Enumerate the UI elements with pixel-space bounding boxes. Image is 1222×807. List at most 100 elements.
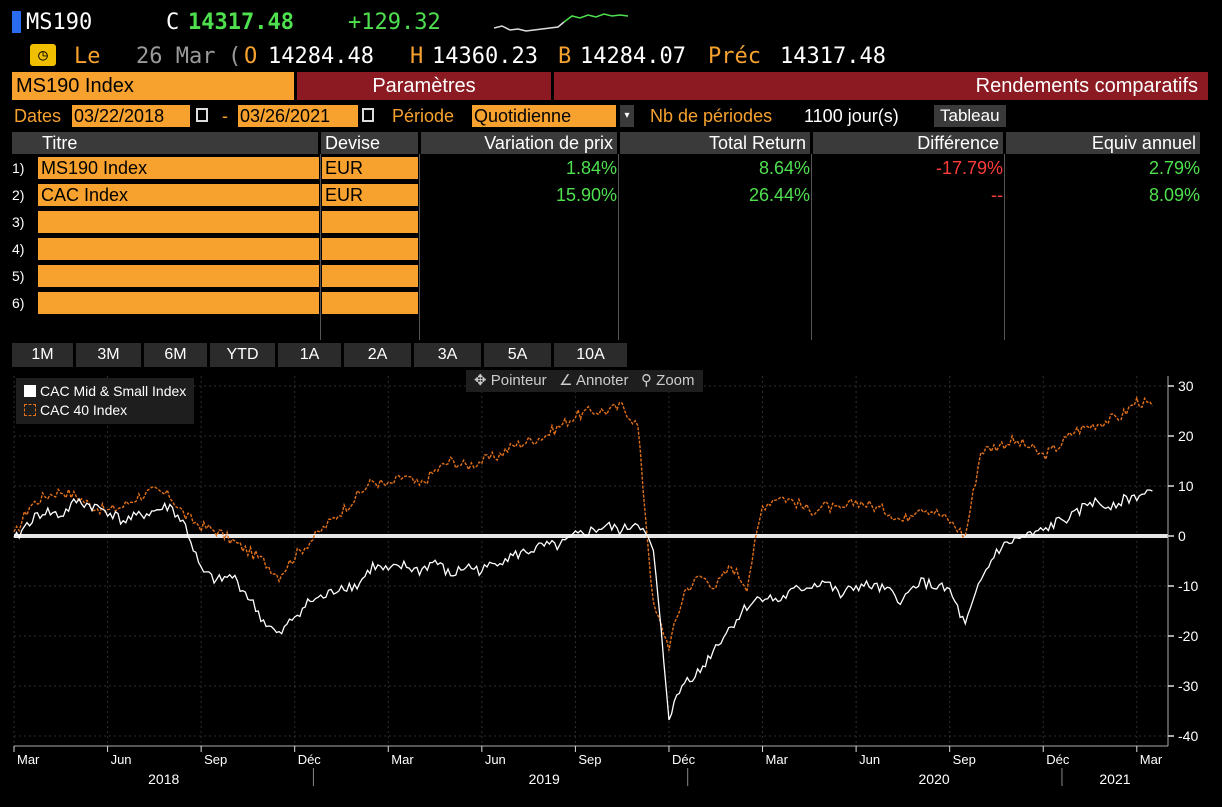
total-return-cell: 8.64% (758, 158, 810, 178)
open-value: 14284.48 (268, 44, 374, 69)
year-label: 2021 (1099, 771, 1130, 787)
x-tick-label: Sep (204, 752, 227, 767)
y-tick-label: -30 (1178, 678, 1198, 694)
table-row[interactable]: 6) (12, 291, 1208, 315)
column-divider (811, 154, 812, 340)
realtime-gauge-icon[interactable]: ◷ (30, 44, 56, 66)
title-cell[interactable] (38, 211, 319, 233)
start-date-input[interactable]: 03/22/2018 (72, 105, 190, 127)
legend-label: CAC Mid & Small Index (40, 383, 187, 399)
column-header-currency[interactable]: Devise (321, 132, 418, 154)
end-date-input[interactable]: 03/26/2021 (238, 105, 358, 127)
difference-cell: -- (991, 185, 1003, 205)
annual-cell: 2.79% (1148, 158, 1200, 178)
currency-cell[interactable]: EUR (322, 157, 418, 179)
annual-cell (1006, 237, 1200, 261)
date-prefix: Le (74, 44, 101, 69)
y-tick-label: -10 (1178, 578, 1198, 594)
currency-cell[interactable]: EUR (322, 184, 418, 206)
tab-bar: MS190 Index Paramètres Rendements compar… (0, 72, 1222, 100)
period-select[interactable]: Quotidienne (472, 105, 616, 127)
table-row[interactable]: 5) (12, 264, 1208, 288)
change-value: +129.32 (348, 10, 441, 35)
period-button-1a[interactable]: 1A (278, 343, 341, 367)
pointer-tool[interactable]: Pointeur (490, 372, 547, 389)
table-button[interactable]: Tableau (934, 105, 1006, 127)
price-change-cell: 1.84% (565, 158, 617, 178)
period-button-1m[interactable]: 1M (12, 343, 73, 367)
prev-label: Préc (708, 44, 761, 69)
calendar-icon[interactable] (196, 108, 208, 122)
y-tick-label: 0 (1178, 528, 1186, 544)
tab-comparative-returns[interactable]: Rendements comparatifs (554, 72, 1208, 100)
x-tick-label: Jun (485, 752, 506, 767)
column-header-price-change[interactable]: Variation de prix (421, 132, 617, 154)
high-label: H (410, 44, 424, 69)
x-tick-label: Mar (17, 752, 40, 767)
annotate-tool[interactable]: Annoter (575, 372, 629, 389)
x-tick-label: Sep (578, 752, 601, 767)
price-change-cell (421, 264, 617, 288)
year-label: 2019 (529, 771, 560, 787)
column-header-difference[interactable]: Différence (813, 132, 1003, 154)
currency-cell[interactable] (322, 211, 418, 233)
table-row[interactable]: 4) (12, 237, 1208, 261)
row-number: 3) (12, 214, 25, 230)
security-field[interactable]: MS190 Index (12, 72, 294, 100)
title-cell[interactable] (38, 265, 319, 287)
difference-cell (813, 237, 1003, 261)
annual-cell (1006, 210, 1200, 234)
zoom-icon[interactable]: ⚲ (641, 372, 652, 389)
period-button-5a[interactable]: 5A (484, 343, 551, 367)
y-tick-label: 30 (1178, 378, 1194, 394)
quote-header: ◷ Le 26 Mar ( O 14284.48 H 14360.23 B 14… (0, 40, 1222, 70)
period-button-6m[interactable]: 6M (144, 343, 207, 367)
total-return-cell (620, 237, 810, 261)
title-cell[interactable]: MS190 Index (38, 157, 319, 179)
periods-count-label: Nb de périodes (650, 106, 773, 126)
table-row[interactable]: 1) MS190 Index EUR 1.84% 8.64% -17.79% 2.79% (12, 156, 1208, 180)
x-tick-label: Déc (298, 752, 322, 767)
series-line-cac40 (13, 395, 1153, 651)
year-label: 2020 (919, 771, 950, 787)
tab-parameters[interactable]: Paramètres (297, 72, 551, 100)
chevron-down-icon[interactable]: ▾ (620, 105, 634, 127)
row-number: 2) (12, 187, 25, 203)
title-cell[interactable] (38, 238, 319, 260)
annotate-icon[interactable]: ∠ (559, 372, 573, 389)
bid-value: 14284.07 (580, 44, 686, 69)
zoom-tool[interactable]: Zoom (656, 372, 695, 389)
column-divider (1004, 154, 1005, 340)
legend-item-orange[interactable]: CAC 40 Index (24, 401, 186, 420)
column-header-annual[interactable]: Equiv annuel (1006, 132, 1200, 154)
difference-cell (813, 291, 1003, 315)
quote-date: 26 Mar (136, 44, 216, 69)
title-cell[interactable]: CAC Index (38, 184, 319, 206)
price-change-cell: 15.90% (555, 185, 617, 205)
column-header-title[interactable]: Titre (12, 132, 318, 154)
x-tick-label: Jun (111, 752, 132, 767)
period-button-3a[interactable]: 3A (414, 343, 481, 367)
total-return-cell: 26.44% (748, 185, 810, 205)
period-button-3m[interactable]: 3M (76, 343, 141, 367)
calendar-icon[interactable] (362, 108, 374, 122)
period-button-2a[interactable]: 2A (344, 343, 411, 367)
title-cell[interactable] (38, 292, 319, 314)
table-row[interactable]: 2) CAC Index EUR 15.90% 26.44% -- 8.09% (12, 183, 1208, 207)
crosshair-icon[interactable]: ✥ (474, 372, 487, 389)
price-change-cell (421, 237, 617, 261)
column-header-total-return[interactable]: Total Return (620, 132, 810, 154)
annual-cell (1006, 264, 1200, 288)
period-button-ytd[interactable]: YTD (210, 343, 275, 367)
currency-cell[interactable] (322, 238, 418, 260)
period-button-10a[interactable]: 10A (554, 343, 627, 367)
y-tick-label: 20 (1178, 428, 1194, 444)
row-number: 5) (12, 268, 25, 284)
legend-item-white[interactable]: CAC Mid & Small Index (24, 382, 186, 401)
x-tick-label: Déc (1046, 752, 1070, 767)
sparkline-icon (494, 13, 628, 32)
table-row[interactable]: 3) (12, 210, 1208, 234)
currency-cell[interactable] (322, 292, 418, 314)
column-divider (419, 154, 420, 340)
currency-cell[interactable] (322, 265, 418, 287)
